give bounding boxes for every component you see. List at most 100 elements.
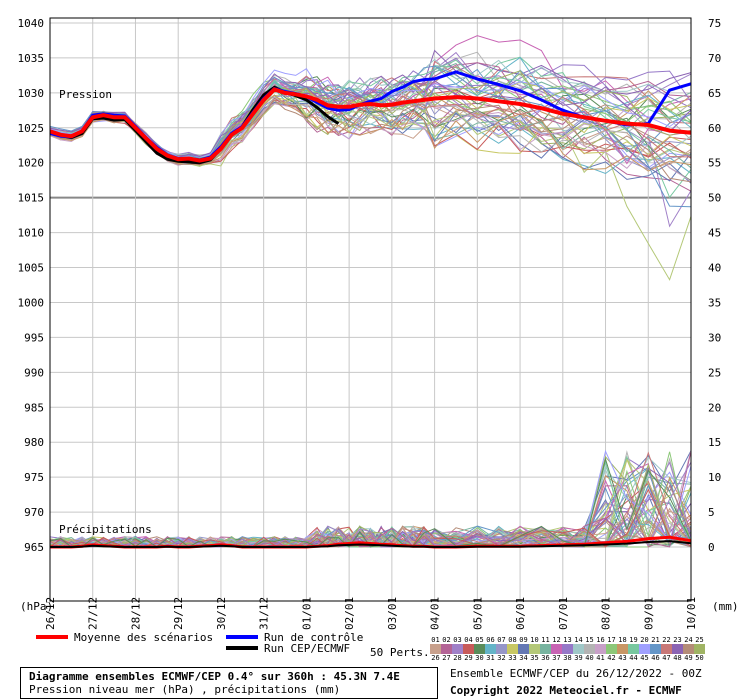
pert-number: 28: [453, 654, 462, 662]
x-tick-label: 05/01: [471, 597, 484, 630]
pert-number: 42: [607, 654, 616, 662]
y-right-tick: 40: [708, 262, 721, 275]
y-right-tick: 35: [708, 296, 721, 309]
y-left-tick: 1030: [18, 87, 45, 100]
chart-title: Diagramme ensembles ECMWF/CEP 0.4° sur 3…: [29, 670, 400, 683]
pert-swatch: [507, 644, 518, 654]
pert-number: 10: [530, 636, 539, 644]
pert-number: 01: [431, 636, 440, 644]
pert-number: 43: [618, 654, 627, 662]
y-right-tick: 50: [708, 192, 721, 205]
pert-number: 05: [475, 636, 484, 644]
pert-number: 41: [596, 654, 605, 662]
pert-swatch: [441, 644, 452, 654]
pert-number: 38: [563, 654, 572, 662]
pert-number: 36: [541, 654, 550, 662]
y-left-tick: 985: [24, 401, 44, 414]
run-info: Ensemble ECMWF/CEP du 26/12/2022 - 00Z: [450, 667, 702, 680]
y-left-unit: (hPa): [20, 600, 53, 613]
pert-number: 11: [541, 636, 550, 644]
legend-label: Moyenne des scénarios: [74, 631, 213, 644]
pert-swatch: [452, 644, 463, 654]
pert-number: 27: [442, 654, 451, 662]
perts-top-numbers: 01 02 03 04 05 06 07 08 09 10 11 12 13 14 15 16 17 18 19 20…: [430, 636, 706, 644]
y-right-tick: 30: [708, 331, 721, 344]
y-right-tick: 75: [708, 17, 721, 30]
pert-number: 23: [673, 636, 682, 644]
y-right-unit: (mm): [712, 600, 739, 613]
x-tick-label: 10/01: [685, 597, 698, 630]
perts-color-row: [430, 644, 706, 654]
title-box: Diagramme ensembles ECMWF/CEP 0.4° sur 3…: [20, 667, 438, 699]
pert-swatch: [573, 644, 584, 654]
precip-member-line: [49, 462, 692, 548]
series-line: [49, 87, 692, 163]
x-tick-label: 31/12: [258, 597, 271, 630]
pert-swatch: [474, 644, 485, 654]
x-tick-label: 26/12: [44, 597, 57, 630]
pert-swatch: [606, 644, 617, 654]
chart-subtitle: Pression niveau mer (hPa) , précipitatio…: [29, 683, 341, 696]
precip-cep-line: [50, 540, 692, 548]
pert-number: 06: [486, 636, 495, 644]
x-tick-label: 27/12: [87, 597, 100, 630]
pert-number: 33: [508, 654, 517, 662]
x-tick-label: 09/01: [642, 597, 655, 630]
pert-number: 12: [552, 636, 561, 644]
y-right-tick: 20: [708, 401, 721, 414]
pert-number: 04: [464, 636, 473, 644]
pert-swatch: [628, 644, 639, 654]
x-tick-label: 28/12: [129, 597, 142, 630]
pert-swatch: [694, 644, 705, 654]
y-left-tick: 1010: [18, 227, 45, 240]
y-right-tick: 10: [708, 471, 721, 484]
x-tick-label: 06/01: [514, 597, 527, 630]
pert-number: 37: [552, 654, 561, 662]
y-left-tick: 1005: [18, 262, 45, 275]
pert-swatch: [540, 644, 551, 654]
x-tick-label: 07/01: [557, 597, 570, 630]
pert-swatch: [562, 644, 573, 654]
pert-number: 19: [629, 636, 638, 644]
y-right-tick: 65: [708, 87, 721, 100]
pert-number: 17: [607, 636, 616, 644]
pert-number: 31: [486, 654, 495, 662]
precip-member-line: [49, 451, 692, 548]
pert-number: 32: [497, 654, 506, 662]
y-left-tick: 970: [24, 506, 44, 519]
x-tick-label: 08/01: [600, 597, 613, 630]
y-left-tick: 1000: [18, 296, 45, 309]
pert-swatch: [529, 644, 540, 654]
y-right-tick: 0: [708, 541, 715, 554]
y-left-tick: 1025: [18, 122, 45, 135]
pert-number: 45: [640, 654, 649, 662]
pert-swatch: [518, 644, 529, 654]
pert-swatch: [639, 644, 650, 654]
x-tick-label: 02/01: [343, 597, 356, 630]
pert-swatch: [551, 644, 562, 654]
pert-number: 48: [673, 654, 682, 662]
y-left-tick: 1020: [18, 157, 45, 170]
pert-number: 46: [651, 654, 660, 662]
pert-swatch: [595, 644, 606, 654]
perts-label: 50 Perts.: [370, 646, 430, 659]
pert-number: 08: [508, 636, 517, 644]
pert-number: 02: [442, 636, 451, 644]
x-tick-label: 04/01: [429, 597, 442, 630]
x-tick-label: 03/01: [386, 597, 399, 630]
y-right-tick: 15: [708, 436, 721, 449]
plot-frame: [49, 17, 692, 602]
pert-number: 30: [475, 654, 484, 662]
ensemble-member-line: [49, 94, 692, 281]
perts-bottom-numbers: 26 27 28 29 30 31 32 33 34 35 36 37 38 39 40 41 42 43 44 45…: [430, 654, 706, 662]
pert-number: 20: [640, 636, 649, 644]
pert-number: 29: [464, 654, 473, 662]
main-series: [49, 70, 692, 549]
pert-number: 14: [574, 636, 583, 644]
pert-number: 13: [563, 636, 572, 644]
y-left-tick: 965: [24, 541, 44, 554]
pert-swatch: [584, 644, 595, 654]
ensemble-member-line: [49, 62, 692, 162]
pert-number: 22: [662, 636, 671, 644]
